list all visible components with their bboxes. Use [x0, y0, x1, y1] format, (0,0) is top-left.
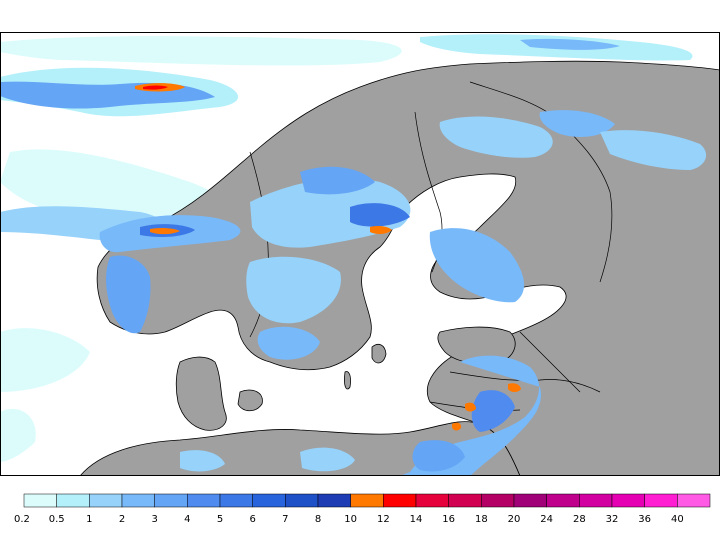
legend-swatch	[677, 493, 711, 508]
legend-swatch	[121, 493, 155, 508]
legend-swatch	[219, 493, 253, 508]
legend-swatch	[154, 493, 188, 508]
scandinavia-landmass	[96, 60, 720, 476]
legend-swatch	[285, 493, 319, 508]
legend-labels: 0.2 0.5 1 2 3 4 5 6 7 8 10 12 14 16 18 20 24 28 32 36 40	[14, 514, 684, 525]
legend-tick-label: 1	[86, 514, 92, 525]
legend-swatch	[546, 493, 580, 508]
legend-swatch	[513, 493, 547, 508]
legend-tick-label: 10	[344, 514, 357, 525]
legend-tick-label: 32	[606, 514, 619, 525]
legend-tick-label: 14	[410, 514, 423, 525]
precip-land	[99, 110, 707, 476]
legend-tick-label: 7	[282, 514, 288, 525]
oland-island	[344, 371, 351, 390]
legend-swatch	[481, 493, 515, 508]
legend-tick-label: 6	[249, 514, 255, 525]
legend-swatch	[383, 493, 417, 508]
legend-swatch	[187, 493, 221, 508]
legend-swatch	[415, 493, 449, 508]
legend-swatch	[89, 493, 123, 508]
legend-tick-label: 4	[184, 514, 190, 525]
legend-swatch	[644, 493, 678, 508]
legend-tick-label: 2	[119, 514, 125, 525]
legend-swatches	[23, 493, 711, 508]
legend-swatch	[317, 493, 351, 508]
denmark-landmass	[175, 356, 227, 431]
legend-swatch	[611, 493, 645, 508]
legend-tick-label: 5	[217, 514, 223, 525]
legend-tick-label: 3	[151, 514, 157, 525]
legend-tick-label: 28	[573, 514, 586, 525]
legend-swatch	[579, 493, 613, 508]
zealand-island	[237, 389, 263, 412]
legend-tick-label: 36	[638, 514, 651, 525]
legend-swatch	[23, 493, 57, 508]
legend-tick-label: 8	[315, 514, 321, 525]
legend-swatch	[252, 493, 286, 508]
legend-tick-label: 12	[377, 514, 390, 525]
legend-tick-label: 20	[508, 514, 521, 525]
legend-swatch	[350, 493, 384, 508]
legend-swatch	[56, 493, 90, 508]
color-scale-legend: 0.2 0.5 1 2 3 4 5 6 7 8 10 12 14 16 18 20 24 28 32 36 40	[14, 493, 711, 525]
gotland-island	[371, 343, 387, 364]
legend-tick-label: 40	[671, 514, 684, 525]
legend-tick-label: 0.5	[49, 514, 65, 525]
legend-tick-label: 24	[540, 514, 553, 525]
precipitation-map	[0, 32, 720, 476]
legend-tick-label: 16	[442, 514, 455, 525]
legend-tick-label: 0.2	[14, 514, 30, 525]
legend-swatch	[448, 493, 482, 508]
precip-ocean	[0, 34, 693, 462]
legend-tick-label: 18	[475, 514, 488, 525]
